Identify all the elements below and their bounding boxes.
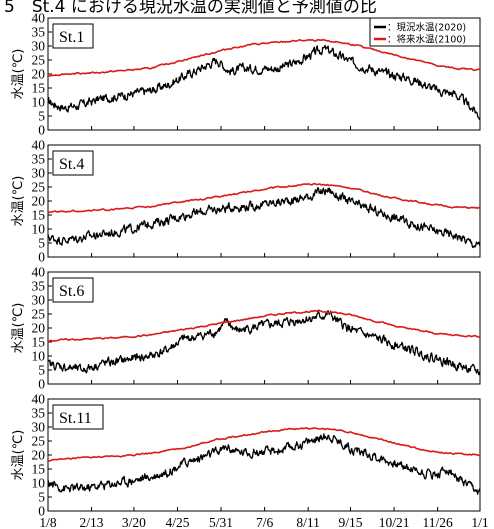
y-tick-label: 35 [32, 406, 46, 421]
y-tick-label: 0 [38, 123, 45, 138]
plot-frame [47, 271, 481, 385]
x-tick-label: 1/8 [39, 515, 57, 529]
series-line-current [47, 310, 481, 376]
y-tick-label: 35 [32, 25, 46, 40]
y-tick-label: 15 [32, 208, 46, 223]
y-tick-label: 40 [32, 138, 46, 153]
y-tick-label: 20 [32, 448, 46, 463]
y-tick-label: 30 [32, 39, 46, 54]
station-label-text: St.11 [59, 410, 92, 427]
y-tick-label: 5 [38, 490, 45, 505]
y-tick-label: 20 [32, 321, 46, 336]
x-tick-label: 10/21 [379, 515, 410, 529]
station-label: St.6 [52, 277, 94, 303]
y-axis-label: 水温(℃) [11, 176, 26, 227]
y-tick-label: 15 [32, 335, 46, 350]
series-line-future [47, 309, 481, 343]
y-tick-label: 10 [32, 476, 46, 491]
y-tick-label: 5 [38, 236, 45, 251]
x-tick-label: 1/1 [471, 515, 488, 529]
y-tick-label: 25 [32, 307, 46, 322]
figure-title: 5 St.4 における現況水温の実測値と予測値の比 [4, 0, 377, 17]
x-tick-label: 4/25 [165, 515, 189, 529]
y-tick-label: 20 [32, 194, 46, 209]
y-tick-label: 10 [32, 95, 46, 110]
y-tick-label: 25 [32, 434, 46, 449]
legend: ：現況水温(2020)：将来水温(2100) [369, 17, 481, 47]
x-tick-label: 5/31 [209, 515, 233, 529]
y-tick-label: 25 [32, 180, 46, 195]
x-tick-label: 11/26 [423, 515, 453, 529]
series-line-current [47, 187, 481, 249]
station-label-text: St.6 [59, 283, 84, 300]
y-tick-label: 10 [32, 349, 46, 364]
y-tick-label: 20 [32, 67, 46, 82]
y-tick-label: 10 [32, 222, 46, 237]
series-line-future [47, 427, 480, 462]
y-tick-label: 40 [32, 265, 46, 280]
y-tick-label: 30 [32, 420, 46, 435]
plot-frame [47, 398, 481, 512]
station-label: St.1 [52, 23, 94, 49]
y-tick-label: 5 [38, 109, 45, 124]
y-tick-label: 40 [32, 392, 46, 407]
y-tick-label: 25 [32, 53, 46, 68]
y-tick-label: 5 [38, 363, 45, 378]
station-label-text: St.4 [59, 156, 84, 173]
y-tick-label: 30 [32, 293, 46, 308]
y-tick-label: 30 [32, 166, 46, 181]
station-label-box [52, 277, 94, 303]
x-tick-label: 7/6 [256, 515, 274, 529]
legend-label: ：将来水温(2100) [387, 34, 466, 46]
y-tick-label: 15 [32, 81, 46, 96]
series-line-future [47, 182, 481, 214]
station-label-box [52, 404, 104, 430]
y-axis-label: 水温(℃) [11, 430, 26, 481]
y-axis-label: 水温(℃) [11, 49, 26, 100]
y-tick-label: 40 [32, 11, 46, 26]
y-tick-label: 0 [38, 504, 45, 519]
series-line-current [47, 433, 481, 495]
station-label-text: St.1 [59, 29, 84, 46]
station-label: St.4 [52, 150, 94, 176]
panels: 0510152025303540水温(℃)St.1051015202530354… [11, 11, 489, 529]
legend-label: ：現況水温(2020) [387, 22, 466, 34]
station-label-box [52, 150, 94, 176]
y-tick-label: 0 [38, 250, 45, 265]
legend-box [369, 17, 481, 47]
series-line-current [47, 44, 481, 120]
x-tick-labels: 1/8 2/13 3/20 4/25 5/31 7/6 8/11 9/15 10/21 11/26… [39, 515, 488, 529]
y-tick-label: 15 [32, 462, 46, 477]
x-tick-label: 2/13 [80, 515, 104, 529]
y-tick-label: 35 [32, 279, 46, 294]
series-line-future [48, 38, 481, 77]
y-axis-label: 水温(℃) [11, 303, 26, 354]
station-label: St.11 [52, 404, 104, 430]
x-tick-label: 8/11 [296, 515, 320, 529]
station-label-box [52, 23, 94, 49]
x-tick-label: 3/20 [122, 515, 146, 529]
x-tick-label: 9/15 [339, 515, 363, 529]
y-tick-label: 0 [38, 377, 45, 392]
y-tick-label: 35 [32, 152, 46, 167]
